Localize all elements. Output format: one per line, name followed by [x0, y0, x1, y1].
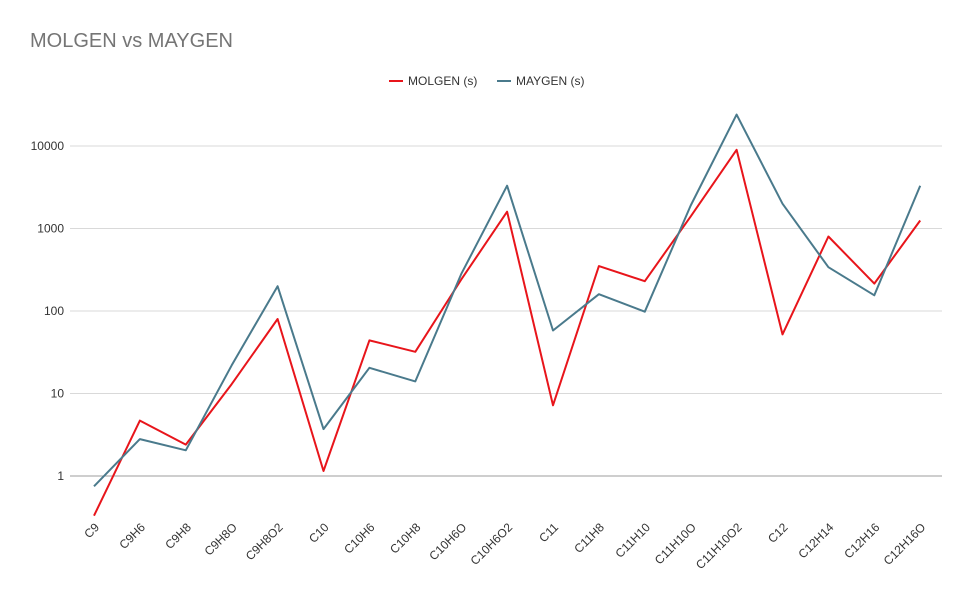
series-lines	[93, 113, 922, 517]
legend: MOLGEN (s) MAYGEN (s)	[389, 74, 584, 88]
series-line-maygen	[93, 113, 922, 487]
series-line-molgen	[93, 148, 922, 517]
x-tick-label: C12H14	[795, 520, 836, 561]
x-tick-label: C9H8O2	[243, 520, 286, 563]
x-tick-label: C11H10O2	[693, 520, 745, 572]
x-tick-label: C9H6	[116, 520, 148, 552]
x-tick-label: C11H8	[571, 520, 607, 556]
x-tick-label: C11	[536, 520, 561, 545]
x-tick-label: C10H6O2	[468, 520, 516, 568]
y-axis-ticks: 1 10 100 1000 10000	[31, 139, 65, 483]
x-tick-label: C9	[81, 520, 102, 541]
gridlines	[70, 145, 942, 477]
x-tick-label: C10H6O	[426, 520, 469, 563]
y-tick-label: 10000	[31, 139, 65, 153]
y-tick-label: 100	[44, 304, 64, 318]
x-tick-label: C11H10	[613, 520, 654, 561]
x-tick-label: C9H8O	[202, 520, 240, 558]
y-tick-label: 1000	[37, 222, 64, 236]
x-tick-label: C12H16	[841, 520, 882, 561]
chart-title: MOLGEN vs MAYGEN	[30, 30, 233, 52]
x-tick-label: C11H10O	[652, 520, 699, 567]
legend-label: MAYGEN (s)	[516, 74, 584, 88]
x-tick-label: C10H8	[387, 520, 424, 557]
x-axis-ticks: C9 C9H6 C9H8 C9H8O C9H8O2 C10 C10H6 C10H8 C10H6O…	[81, 520, 928, 572]
x-tick-label: C9H8	[162, 520, 194, 552]
x-tick-label: C12	[765, 520, 791, 546]
x-tick-label: C12H16O	[881, 520, 929, 568]
y-tick-label: 10	[51, 387, 65, 401]
y-tick-label: 1	[57, 469, 64, 483]
x-tick-label: C10H6	[341, 520, 378, 557]
legend-label: MOLGEN (s)	[408, 74, 477, 88]
x-tick-label: C10	[306, 520, 332, 546]
